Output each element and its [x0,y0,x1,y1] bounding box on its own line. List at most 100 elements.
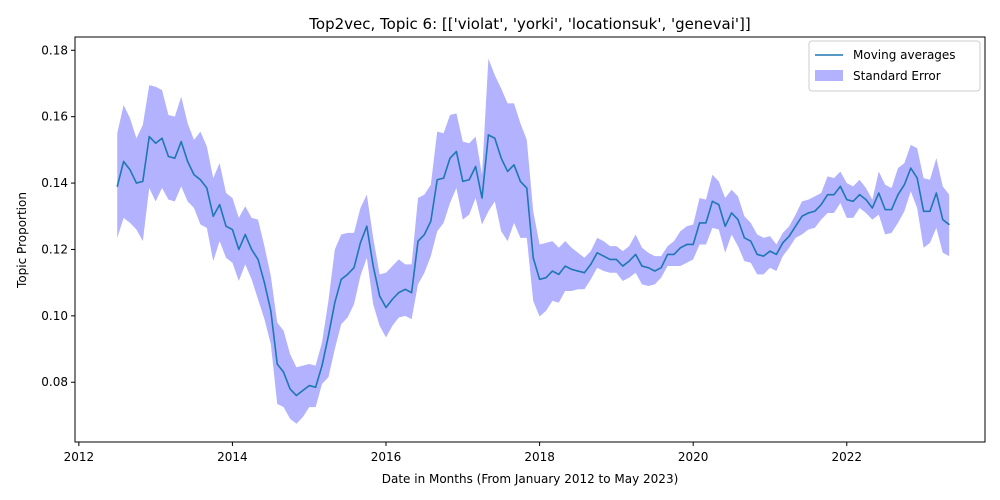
data-point [852,200,854,202]
data-point [302,389,304,392]
data-point [794,225,797,227]
data-point [609,258,611,261]
data-point [558,273,560,275]
data-point [462,180,464,183]
data-point [583,272,586,274]
data-point [507,170,509,173]
data-point [327,335,330,337]
data-point [155,142,157,144]
data-point [692,243,694,246]
data-point [411,292,413,294]
data-point [289,388,291,390]
data-point [756,253,758,256]
x-tick-label: 2022 [831,450,862,464]
legend-band-swatch [815,70,843,81]
data-point [219,204,221,206]
data-point [942,218,944,221]
data-point [910,167,912,169]
data-point [212,215,214,217]
data-point [359,242,362,244]
data-point [628,260,630,262]
data-point [187,160,189,163]
data-point [257,258,259,261]
data-point [634,253,637,256]
data-point [494,137,496,139]
data-point [743,237,745,239]
data-point [340,278,342,280]
data-point [686,243,688,246]
data-point [334,301,336,304]
data-point [443,177,445,179]
data-point [193,174,195,176]
data-point [801,215,803,217]
data-point [423,233,426,236]
data-point [935,192,937,194]
data-point [449,157,451,159]
data-point [238,248,240,251]
data-point [270,310,272,312]
data-point [865,199,867,201]
data-point [660,267,662,269]
data-point [487,134,489,136]
data-point [468,179,470,181]
data-point [622,265,624,267]
data-point [161,137,163,139]
data-point [398,292,400,294]
x-tick-label: 2014 [217,450,248,464]
y-tick-label: 0.16 [41,110,68,124]
data-point [724,225,726,227]
data-point [347,273,349,275]
data-point [647,267,649,269]
data-point [135,182,138,184]
axes: 2012 2014 2016 2018 2020 2022 0.08 0.10 0.12 0.14… [41,36,986,464]
data-point [788,235,790,237]
x-tick-label: 2018 [524,450,555,464]
data-point [858,194,861,196]
data-point [846,199,848,201]
data-point [244,233,246,236]
data-point [519,180,522,183]
y-tick-label: 0.12 [41,242,68,256]
data-point [890,209,893,211]
data-point [379,295,381,297]
data-point [596,252,598,254]
data-point [206,187,208,189]
standard-error-band [117,58,950,424]
data-point [263,282,266,284]
y-tick-label: 0.18 [41,43,68,57]
data-point [929,210,931,212]
data-point [590,263,592,265]
data-point [353,267,355,269]
data-point [436,179,438,181]
x-axis-title: Date in Months (From January 2012 to May… [382,472,679,486]
data-point [654,270,656,272]
data-point [602,255,605,257]
data-point [475,165,477,168]
data-point [615,258,617,261]
data-point [839,185,841,187]
data-point [500,157,502,159]
data-point [666,253,669,256]
legend-label-standard-error: Standard Error [853,69,941,83]
data-point [577,270,579,272]
data-point [180,140,182,143]
data-point [871,207,873,209]
y-tick-label: 0.14 [41,176,68,190]
data-point [174,157,176,159]
data-point [782,242,784,244]
data-point [545,277,547,279]
data-point [148,135,150,138]
data-point [551,270,554,272]
data-point [417,240,419,242]
data-point [481,197,483,199]
data-point [308,384,310,387]
data-point [167,155,170,158]
data-point [826,194,829,196]
data-point [916,177,918,179]
data-point [705,222,707,224]
data-point [539,278,541,280]
data-point [807,212,809,214]
data-point [315,386,317,388]
data-point [833,194,835,196]
legend: Moving averages Standard Error [808,40,981,92]
